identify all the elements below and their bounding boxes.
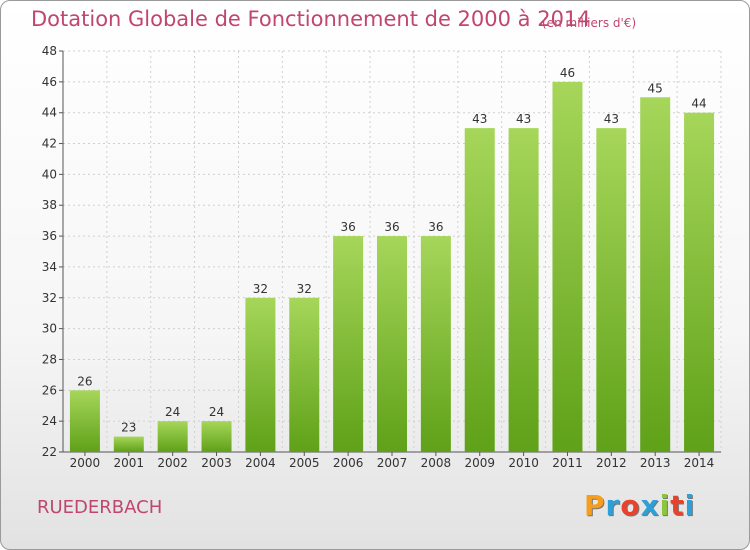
data-label: 43 xyxy=(516,112,531,126)
bar-2012 xyxy=(596,128,627,452)
y-tick-label: 22 xyxy=(42,445,57,459)
chart-subtitle: (en milliers d'€) xyxy=(542,16,637,30)
bar-2008 xyxy=(420,236,451,452)
x-tick-label: 2010 xyxy=(508,456,539,470)
data-label: 23 xyxy=(121,421,136,435)
y-tick-label: 46 xyxy=(42,75,57,89)
data-label: 32 xyxy=(297,282,312,296)
x-tick-label: 2011 xyxy=(552,456,583,470)
y-tick-label: 32 xyxy=(42,291,57,305)
bar-2013 xyxy=(640,97,671,453)
data-label: 32 xyxy=(253,282,268,296)
x-tick-label: 2014 xyxy=(684,456,715,470)
bars xyxy=(69,81,715,453)
y-tick-label: 30 xyxy=(42,322,57,336)
data-label: 36 xyxy=(428,220,443,234)
data-label: 24 xyxy=(209,405,224,419)
x-tick-label: 2003 xyxy=(201,456,232,470)
logo-letter: r xyxy=(605,489,621,522)
data-label: 43 xyxy=(604,112,619,126)
data-label: 26 xyxy=(77,374,92,388)
y-tick-label: 28 xyxy=(42,352,57,366)
x-tick-label: 2001 xyxy=(114,456,145,470)
bar-2000 xyxy=(69,390,100,452)
logo-letter: i xyxy=(684,489,696,522)
x-tick-label: 2012 xyxy=(596,456,627,470)
x-tick-label: 2000 xyxy=(70,456,101,470)
x-tick-label: 2002 xyxy=(157,456,188,470)
bar-2014 xyxy=(684,112,715,452)
x-tick-label: 2004 xyxy=(245,456,276,470)
bar-2001 xyxy=(113,436,144,452)
bar-2006 xyxy=(333,236,364,452)
bar-2011 xyxy=(552,81,583,452)
tick-labels: 22 24 26 28 30 32 34 36 38 40 42 44 46 48 2000 2001 2002… xyxy=(42,44,715,470)
proxiti-logo[interactable]: Proxiti xyxy=(584,489,695,522)
x-tick-label: 2006 xyxy=(333,456,364,470)
y-tick-label: 40 xyxy=(42,167,57,181)
bar-2005 xyxy=(289,297,320,452)
x-tick-label: 2007 xyxy=(377,456,408,470)
bar-2002 xyxy=(157,421,188,452)
data-label: 36 xyxy=(340,220,355,234)
logo-letter: x xyxy=(640,489,660,522)
y-tick-label: 38 xyxy=(42,198,57,212)
bar-2010 xyxy=(508,128,539,452)
logo-letter: i xyxy=(659,489,671,522)
data-label: 45 xyxy=(648,81,663,95)
chart-title: Dotation Globale de Fonctionnement de 20… xyxy=(31,7,591,31)
y-tick-label: 42 xyxy=(42,137,57,151)
y-tick-label: 26 xyxy=(42,383,57,397)
data-label: 36 xyxy=(384,220,399,234)
commune-name: RUEDERBACH xyxy=(37,497,163,518)
y-tick-label: 36 xyxy=(42,229,57,243)
data-label: 24 xyxy=(165,405,180,419)
bar-2009 xyxy=(464,128,495,452)
x-tick-label: 2013 xyxy=(640,456,671,470)
bar-2004 xyxy=(245,297,276,452)
y-tick-label: 48 xyxy=(42,44,57,58)
data-labels: 26 23 24 24 32 32 36 36 36 43 43 46 43 45 44 xyxy=(77,66,706,435)
x-tick-label: 2009 xyxy=(464,456,495,470)
data-label: 46 xyxy=(560,66,575,80)
x-tick-label: 2008 xyxy=(421,456,452,470)
logo-letter: P xyxy=(584,489,606,522)
data-label: 44 xyxy=(691,97,706,111)
data-label: 43 xyxy=(472,112,487,126)
bar-2007 xyxy=(377,236,407,452)
logo-letter: t xyxy=(670,489,685,522)
bar-2003 xyxy=(201,421,232,452)
y-tick-label: 34 xyxy=(42,260,57,274)
y-tick-label: 44 xyxy=(42,106,57,120)
x-tick-label: 2005 xyxy=(289,456,320,470)
logo-letter: o xyxy=(620,489,641,522)
y-tick-label: 24 xyxy=(42,414,57,428)
